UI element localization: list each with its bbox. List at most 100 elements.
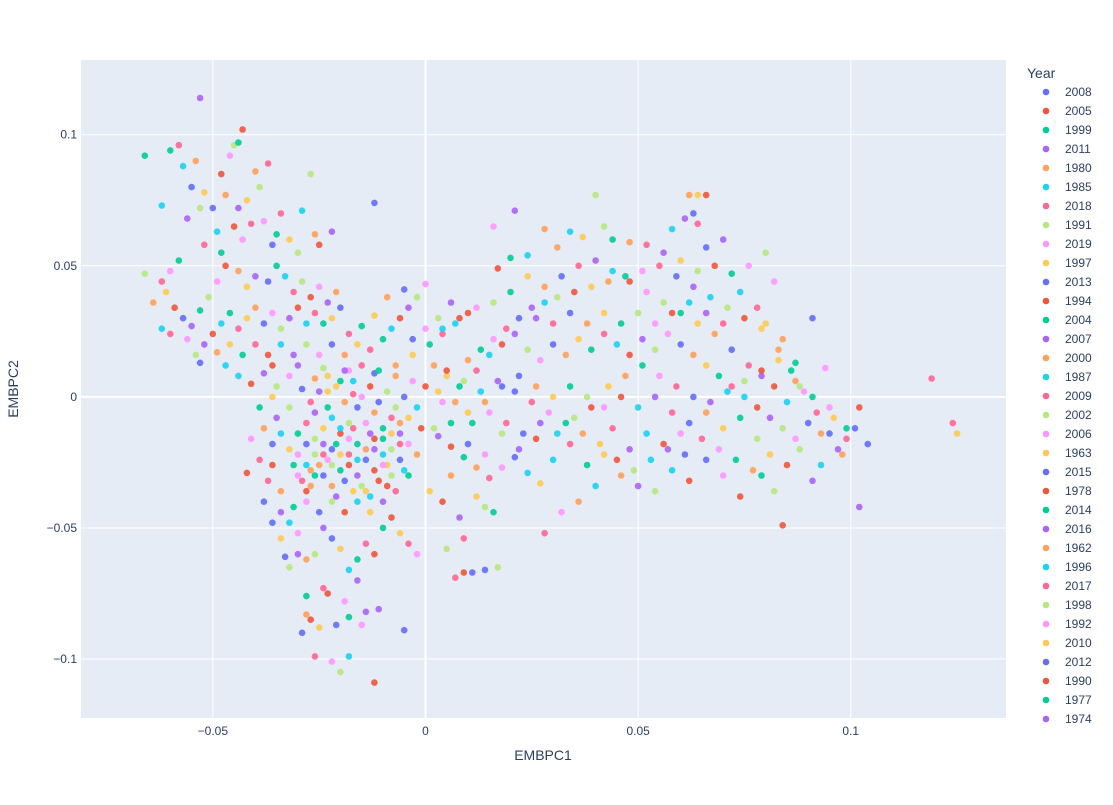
scatter-point bbox=[294, 451, 302, 458]
legend-item[interactable]: 1999 bbox=[1042, 123, 1092, 137]
legend-item[interactable]: 2011 bbox=[1042, 142, 1091, 156]
legend-item[interactable]: 1974 bbox=[1042, 712, 1092, 726]
scatter-point bbox=[822, 364, 829, 372]
legend-items[interactable]: 2008 2005 1999 2011 1980 1985 2018 1991 2019 1997… bbox=[1042, 85, 1092, 726]
legend-item[interactable]: 1963 bbox=[1042, 446, 1092, 460]
legend-item[interactable]: 1962 bbox=[1042, 541, 1092, 555]
legend-item[interactable]: 2014 bbox=[1042, 503, 1092, 517]
legend-label: 2010 bbox=[1065, 636, 1092, 650]
legend-item[interactable]: 2008 bbox=[1042, 85, 1092, 99]
legend-item[interactable]: 1998 bbox=[1042, 598, 1092, 612]
legend-item[interactable]: 2017 bbox=[1042, 579, 1092, 593]
legend-item[interactable]: 1991 bbox=[1042, 218, 1092, 232]
scatter-point bbox=[417, 425, 425, 432]
scatter-point bbox=[260, 320, 268, 327]
scatter-point bbox=[290, 461, 297, 469]
scatter-point bbox=[528, 304, 536, 312]
legend-item[interactable]: 2018 bbox=[1042, 199, 1092, 213]
scatter-point bbox=[405, 414, 412, 422]
scatter-point bbox=[243, 314, 251, 322]
scatter-point bbox=[609, 425, 616, 432]
legend-item[interactable]: 2015 bbox=[1042, 465, 1092, 479]
scatter-point bbox=[490, 335, 497, 343]
legend-item[interactable]: 2004 bbox=[1042, 313, 1092, 327]
legend-item[interactable]: 2005 bbox=[1042, 104, 1092, 118]
scatter-point bbox=[307, 170, 315, 178]
legend-item[interactable]: 2012 bbox=[1042, 655, 1092, 669]
scatter-point bbox=[315, 283, 323, 291]
legend-item[interactable]: 1994 bbox=[1042, 294, 1092, 308]
scatter-point bbox=[311, 550, 319, 558]
scatter-point bbox=[354, 472, 361, 479]
scatter-point bbox=[422, 280, 429, 288]
scatter-point bbox=[596, 440, 604, 448]
scatter-point bbox=[643, 288, 650, 296]
scatter-point bbox=[392, 404, 400, 411]
legend-item[interactable]: 1978 bbox=[1042, 484, 1092, 498]
scatter-point bbox=[345, 461, 353, 469]
legend-item[interactable]: 2006 bbox=[1042, 427, 1092, 441]
legend-item[interactable]: 2010 bbox=[1042, 636, 1092, 650]
scatter-point bbox=[303, 611, 310, 618]
legend-label: 2008 bbox=[1065, 85, 1092, 99]
legend-item[interactable]: 2002 bbox=[1042, 408, 1092, 422]
y-axis-ticks: −0.1 −0.05 0 0.05 0.1 bbox=[47, 128, 78, 666]
legend-label: 1990 bbox=[1065, 674, 1092, 688]
legend-label: 2002 bbox=[1065, 408, 1092, 422]
scatter-point bbox=[201, 341, 208, 348]
scatter-point bbox=[464, 309, 472, 317]
scatter-point bbox=[575, 498, 582, 506]
legend-item[interactable]: 1985 bbox=[1042, 180, 1092, 194]
x-tick-label: 0 bbox=[422, 724, 429, 738]
legend-item[interactable]: 2019 bbox=[1042, 237, 1092, 251]
legend-item[interactable]: 1987 bbox=[1042, 370, 1092, 384]
scatter-point bbox=[307, 482, 315, 490]
scatter-point bbox=[354, 498, 361, 506]
scatter-point bbox=[770, 278, 778, 285]
scatter-point bbox=[341, 351, 349, 359]
legend-marker bbox=[1042, 715, 1050, 723]
legend-item[interactable]: 1990 bbox=[1042, 674, 1092, 688]
scatter-point bbox=[354, 341, 361, 348]
legend-marker bbox=[1042, 145, 1050, 153]
legend-item[interactable]: 2007 bbox=[1042, 332, 1092, 346]
legend-item[interactable]: 2000 bbox=[1042, 351, 1092, 365]
scatter-point bbox=[469, 569, 476, 576]
legend-marker bbox=[1042, 468, 1050, 476]
scatter-point bbox=[443, 367, 451, 374]
legend-item[interactable]: 2009 bbox=[1042, 389, 1092, 403]
scatter-point bbox=[218, 249, 225, 256]
scatter-point bbox=[358, 621, 366, 629]
scatter-point bbox=[141, 152, 149, 159]
scatter-point bbox=[481, 451, 489, 458]
scatter-point bbox=[571, 414, 578, 422]
scatter-point bbox=[320, 584, 327, 592]
scatter-point bbox=[520, 430, 527, 437]
legend-marker bbox=[1042, 525, 1050, 533]
legend-item[interactable]: 1977 bbox=[1042, 693, 1092, 707]
scatter-point bbox=[481, 503, 489, 511]
legend-item[interactable]: 2016 bbox=[1042, 522, 1092, 536]
legend-item[interactable]: 1997 bbox=[1042, 256, 1092, 270]
legend-item[interactable]: 1992 bbox=[1042, 617, 1092, 631]
scatter-point bbox=[269, 309, 276, 317]
legend-label: 1992 bbox=[1065, 617, 1092, 631]
legend-item[interactable]: 1996 bbox=[1042, 560, 1092, 574]
scatter-point bbox=[515, 372, 523, 380]
scatter-point bbox=[388, 414, 395, 422]
legend-label: 2011 bbox=[1065, 142, 1091, 156]
legend[interactable]: Year 2008 2005 1999 2011 1980 1985 2018 1991 201… bbox=[1027, 65, 1092, 726]
scatter-point bbox=[579, 233, 587, 241]
scatter-point bbox=[358, 482, 366, 490]
legend-item[interactable]: 1980 bbox=[1042, 161, 1092, 175]
scatter-point bbox=[213, 228, 221, 235]
scatter-point bbox=[677, 341, 684, 348]
scatter-point bbox=[354, 456, 361, 464]
scatter-point bbox=[430, 362, 438, 369]
legend-item[interactable]: 2013 bbox=[1042, 275, 1092, 289]
scatter-point bbox=[294, 304, 302, 312]
legend-label: 1962 bbox=[1065, 541, 1092, 555]
scatter-point bbox=[396, 529, 404, 537]
